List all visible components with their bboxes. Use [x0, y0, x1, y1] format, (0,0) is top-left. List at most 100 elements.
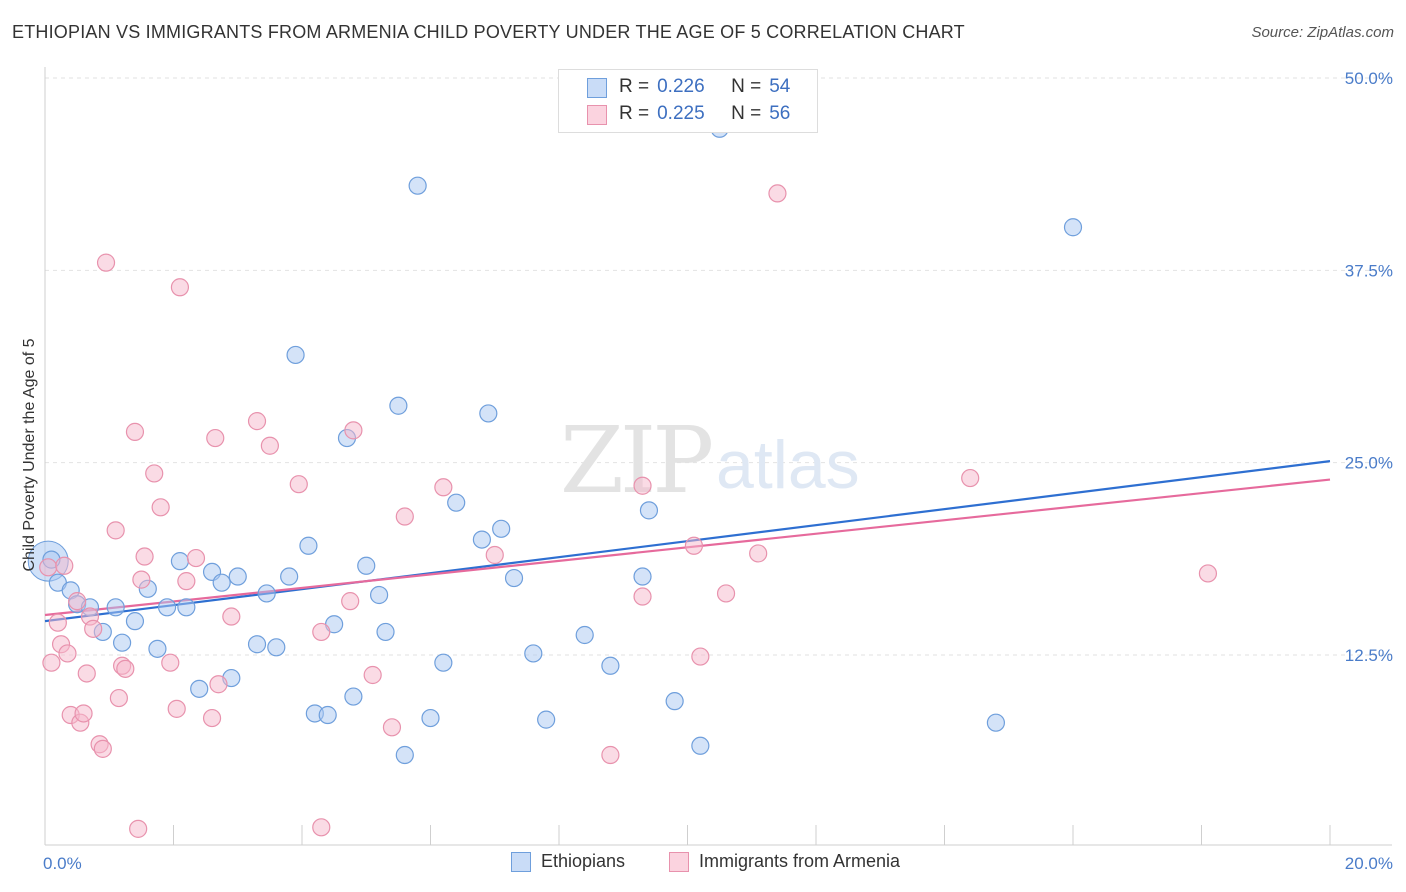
- legend-item-ethiopians[interactable]: Ethiopians: [511, 851, 625, 872]
- data-point: [408, 176, 427, 195]
- data-point: [434, 478, 453, 497]
- data-point: [341, 592, 360, 611]
- data-point: [691, 736, 710, 755]
- data-point: [93, 739, 112, 758]
- data-point: [135, 547, 154, 566]
- correlation-legend: R = 0.226 N = 54 R = 0.225 N = 56: [558, 69, 818, 133]
- data-point: [434, 653, 453, 672]
- data-point: [116, 659, 135, 678]
- series-legend: Ethiopians Immigrants from Armenia: [0, 851, 1406, 877]
- data-point: [447, 493, 466, 512]
- data-point: [986, 713, 1006, 732]
- data-point: [1198, 564, 1218, 583]
- legend-item-armenia[interactable]: Immigrants from Armenia: [669, 851, 900, 872]
- data-point: [633, 587, 652, 606]
- y-tick-label: 25.0%: [1345, 454, 1393, 473]
- data-point: [485, 545, 504, 565]
- data-point: [96, 253, 116, 272]
- data-point: [55, 556, 74, 575]
- data-point: [68, 592, 87, 611]
- data-point: [601, 745, 620, 765]
- data-point: [749, 544, 768, 563]
- watermark: ZIP atlas: [560, 407, 860, 514]
- legend-row-armenia: R = 0.225 N = 56: [587, 101, 790, 127]
- data-point: [370, 585, 389, 605]
- legend-n-label: N =: [731, 76, 762, 97]
- data-point: [209, 675, 228, 694]
- x-tick-max: 20.0%: [1345, 854, 1393, 873]
- data-point: [109, 688, 128, 708]
- data-point: [299, 536, 318, 555]
- data-point: [170, 552, 190, 571]
- data-point: [286, 345, 305, 365]
- legend-r-value: 0.225: [657, 103, 705, 124]
- data-point: [504, 568, 524, 588]
- legend-r-label: R =: [619, 76, 650, 97]
- data-point: [267, 638, 286, 657]
- data-point: [639, 501, 659, 520]
- data-point: [344, 687, 363, 706]
- data-point: [161, 653, 180, 672]
- data-point: [395, 507, 414, 526]
- data-point: [537, 710, 556, 729]
- data-point: [129, 819, 148, 838]
- data-point: [382, 718, 402, 737]
- data-point: [524, 644, 543, 663]
- data-point: [479, 404, 498, 423]
- data-point: [186, 548, 206, 568]
- legend-n-value: 56: [769, 103, 791, 124]
- y-tick-label: 12.5%: [1345, 646, 1393, 665]
- legend-r-label: R =: [619, 103, 650, 124]
- legend-swatch-pink: [587, 105, 607, 125]
- grid-lines: [45, 77, 1392, 656]
- legend-swatch-armenia: [669, 851, 689, 872]
- data-point: [157, 598, 177, 617]
- data-point: [177, 572, 196, 591]
- data-point: [421, 708, 440, 728]
- data-point: [575, 625, 594, 645]
- data-point: [106, 598, 125, 617]
- watermark-atlas: atlas: [716, 427, 860, 503]
- data-point: [170, 278, 190, 297]
- data-point: [132, 570, 151, 589]
- data-point: [84, 619, 103, 638]
- data-point: [363, 665, 382, 685]
- legend-swatch-blue: [587, 78, 607, 98]
- data-point: [74, 704, 93, 723]
- data-point: [125, 422, 145, 441]
- legend-n-label: N =: [731, 103, 762, 124]
- data-point: [289, 475, 308, 494]
- data-point: [633, 567, 652, 586]
- data-point: [961, 468, 980, 488]
- data-point: [247, 635, 267, 654]
- data-point: [768, 184, 787, 203]
- y-tick-label: 50.0%: [1345, 69, 1393, 88]
- data-point: [716, 584, 736, 603]
- data-point: [42, 653, 61, 672]
- data-point: [228, 567, 247, 586]
- data-point: [312, 622, 331, 642]
- data-point: [472, 530, 491, 549]
- data-point: [691, 647, 710, 666]
- data-point: [312, 818, 331, 837]
- data-point: [376, 622, 395, 642]
- data-points: [27, 119, 1218, 838]
- y-tick-labels: 12.5% 25.0% 37.5% 50.0%: [1345, 69, 1393, 665]
- data-point: [684, 536, 704, 555]
- data-point: [212, 573, 231, 592]
- data-point: [190, 679, 209, 698]
- legend-n-value: 54: [769, 76, 791, 97]
- x-tick-min: 0.0%: [43, 854, 82, 873]
- data-point: [145, 464, 164, 483]
- data-point: [357, 556, 376, 575]
- legend-swatch-ethiopians: [511, 851, 531, 872]
- data-point: [344, 421, 363, 440]
- data-point: [601, 656, 620, 675]
- y-tick-label: 37.5%: [1345, 261, 1393, 280]
- data-point: [58, 644, 77, 663]
- data-point: [633, 476, 652, 495]
- legend-label-armenia: Immigrants from Armenia: [699, 851, 901, 871]
- data-point: [247, 412, 267, 431]
- data-point: [389, 396, 408, 415]
